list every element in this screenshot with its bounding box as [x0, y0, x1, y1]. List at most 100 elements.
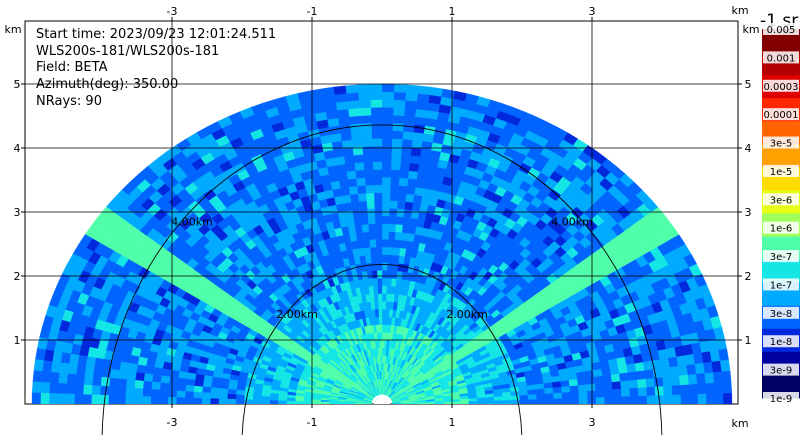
- data-cell: [210, 392, 220, 400]
- data-cell: [393, 99, 406, 109]
- data-cell: [227, 388, 237, 395]
- data-cell: [595, 396, 605, 404]
- data-cell: [410, 147, 422, 157]
- data-cell: [381, 223, 390, 232]
- data-cell: [429, 86, 444, 97]
- data-cell: [561, 397, 571, 404]
- data-cell: [368, 231, 376, 240]
- data-cell: [365, 184, 375, 194]
- data-cell: [626, 363, 637, 373]
- range-ring-label: 4.00km: [551, 216, 593, 229]
- data-cell: [603, 381, 613, 391]
- data-cell: [635, 370, 646, 380]
- data-cell: [151, 381, 161, 391]
- data-cell: [644, 368, 655, 379]
- x-unit-top: km: [731, 4, 748, 17]
- data-cell: [388, 309, 394, 318]
- data-cell: [381, 246, 389, 256]
- data-cell: [364, 177, 374, 186]
- data-cell: [74, 393, 84, 404]
- x-unit-bottom: km: [731, 417, 748, 430]
- data-cell: [355, 177, 366, 187]
- colorbar-label: 3e-6: [770, 195, 793, 206]
- data-cell: [201, 386, 212, 394]
- data-cell: [663, 385, 673, 396]
- data-cell: [82, 394, 92, 404]
- data-cell: [346, 92, 360, 102]
- data-cell: [372, 153, 383, 162]
- data-cell: [612, 396, 622, 404]
- data-cell: [41, 371, 52, 384]
- data-cell: [57, 393, 67, 404]
- data-cell: [415, 100, 429, 111]
- data-cell: [150, 389, 161, 398]
- data-cell: [362, 403, 372, 404]
- data-cell: [365, 192, 375, 202]
- data-cell: [680, 393, 690, 404]
- field-text: Field: BETA: [36, 60, 108, 75]
- data-cell: [595, 389, 605, 398]
- data-cell: [376, 262, 383, 271]
- data-cell: [371, 145, 383, 155]
- data-cell: [477, 400, 487, 404]
- data-cell: [705, 382, 716, 394]
- data-cell: [210, 387, 220, 394]
- data-cell: [384, 316, 389, 326]
- data-cell: [159, 382, 170, 391]
- data-cell: [381, 114, 394, 124]
- data-cell: [367, 215, 376, 225]
- data-cell: [342, 147, 354, 157]
- data-cell: [381, 169, 392, 178]
- data-cell: [544, 387, 554, 394]
- data-cell: [646, 395, 656, 404]
- data-cell: [351, 208, 361, 219]
- data-cell: [126, 371, 137, 381]
- data-cell: [350, 130, 362, 141]
- data-cell: [201, 392, 211, 399]
- data-cell: [33, 359, 45, 372]
- data-cell: [346, 100, 360, 110]
- data-cell: [91, 394, 101, 404]
- data-cell: [389, 192, 399, 202]
- data-cell: [387, 246, 395, 256]
- data-cell: [161, 368, 172, 377]
- colorbar-label: 1e-7: [770, 280, 793, 291]
- data-cell: [261, 399, 270, 404]
- data-cell: [593, 375, 604, 384]
- data-cell: [344, 162, 356, 172]
- data-cell: [143, 373, 154, 383]
- data-cell: [381, 269, 388, 279]
- data-cell: [602, 374, 613, 383]
- data-cell: [392, 114, 405, 124]
- data-cell: [82, 384, 93, 395]
- data-cell: [669, 365, 680, 377]
- data-cell: [337, 402, 347, 404]
- data-cell: [620, 380, 630, 389]
- data-cell: [354, 402, 364, 404]
- data-cell: [193, 385, 203, 393]
- y-tick-label-right: 2: [745, 270, 752, 283]
- data-cell: [381, 308, 386, 318]
- data-cell: [362, 231, 370, 241]
- data-cell: [235, 394, 245, 400]
- colorbar-label: 3e-8: [770, 309, 793, 320]
- data-cell: [594, 382, 605, 391]
- data-cell: [303, 401, 313, 404]
- data-cell: [371, 138, 383, 147]
- data-cell: [403, 208, 413, 219]
- data-cell: [108, 395, 118, 404]
- data-cell: [345, 402, 355, 404]
- data-cell: [369, 239, 377, 248]
- data-cell: [110, 360, 122, 371]
- data-cell: [722, 381, 733, 394]
- data-cell: [335, 163, 347, 174]
- colorbar-label-bg: [763, 51, 799, 64]
- info-block: Start time: 2023/09/23 12:01:24.511 WLS2…: [36, 27, 276, 109]
- data-cell: [374, 223, 383, 232]
- data-cell: [609, 365, 620, 375]
- data-cell: [414, 108, 428, 119]
- data-cell: [381, 238, 389, 248]
- data-cell: [381, 231, 389, 240]
- data-cell: [235, 389, 246, 396]
- data-cell: [409, 217, 418, 227]
